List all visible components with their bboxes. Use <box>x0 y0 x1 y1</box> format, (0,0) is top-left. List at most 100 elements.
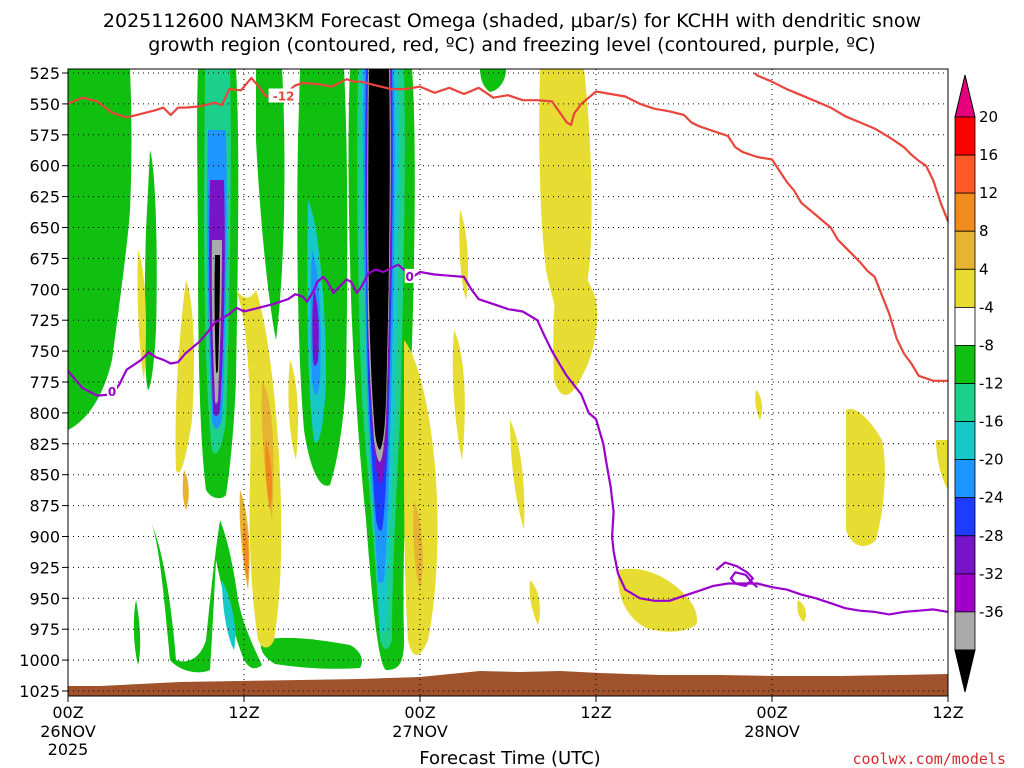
colorbar-legend: 20 16 12 8 4 -4 -8 -12 -16 -20 -24 -28 -32 -36 <box>954 74 1004 693</box>
contour-line-2 <box>67 263 949 616</box>
omega-shade-gold-4 <box>182 470 189 510</box>
omega-shade-black-col-6 <box>368 69 390 450</box>
y-tick-label-725: 725 <box>29 311 60 330</box>
contour-label-bg-0 <box>268 88 299 103</box>
colorbar-segment-11 <box>954 535 976 575</box>
x-tick-label-0: 00Z <box>52 703 83 722</box>
y-tick-label-625: 625 <box>29 188 60 207</box>
omega-shade-green-col-4 <box>256 69 285 340</box>
omega-shade-yellow-5 <box>404 340 438 655</box>
x-tick-label-60: 12Z <box>932 703 963 722</box>
colorbar-segment-0 <box>954 116 976 156</box>
contour-label-bg-1 <box>107 383 117 398</box>
y-tick-label-675: 675 <box>29 249 60 268</box>
omega-shade-yellow-8 <box>510 420 525 530</box>
colorbar-label-4: 4 <box>979 260 989 278</box>
colorbar-segment-1 <box>954 154 976 194</box>
colorbar-segment-3 <box>954 230 976 270</box>
y-tick-label-800: 800 <box>29 404 60 423</box>
contour-labels: -12 0 0 <box>107 88 415 399</box>
x-axis-label: Forecast Time (UTC) <box>419 748 600 768</box>
omega-shade-yellow-4 <box>288 360 298 460</box>
credit-text: coolwx.com/models <box>852 750 1006 768</box>
omega-shade-green-top-right <box>480 69 506 92</box>
contour-label-2: 0 <box>406 270 414 284</box>
contour-label-0: -12 <box>273 89 295 103</box>
x-tick-label-24: 00Z <box>404 703 435 722</box>
pressure-gridlines <box>68 72 948 692</box>
omega-shade-yellow-3 <box>236 290 282 648</box>
x-date-label-28NOV: 28NOV <box>744 722 800 741</box>
x-tick-label-48: 00Z <box>756 703 787 722</box>
colorbar-segment-13 <box>954 611 976 651</box>
omega-shade-black-col-3 <box>214 255 220 373</box>
y-tick-label-950: 950 <box>29 589 60 608</box>
omega-shade-green-col-2 <box>144 150 157 390</box>
colorbar-segment-9 <box>954 459 976 499</box>
colorbar-label-3: 8 <box>979 222 989 240</box>
chart-title-line-2: growth region (contoured, red, ºC) and f… <box>148 34 875 56</box>
y-tick-label-775: 775 <box>29 373 60 392</box>
contour-label-1: 0 <box>108 385 116 399</box>
omega-shade-yellow-15 <box>529 580 540 625</box>
x-tick-label-36: 12Z <box>580 703 611 722</box>
omega-shade-yellow-6 <box>452 330 465 460</box>
omega-shade-yellow-10 <box>553 240 598 395</box>
omega-shade-yellow-12 <box>846 409 885 546</box>
y-tick-label-875: 875 <box>29 497 60 516</box>
colorbar-segment-5 <box>954 306 976 346</box>
omega-shade-green-left <box>68 69 132 430</box>
y-axis-ticks: 525 550 575 600 625 650 675 700 725 750 775 800 825 8… <box>19 64 68 701</box>
y-tick-label-825: 825 <box>29 435 60 454</box>
omega-shade-yellow-14 <box>797 600 806 622</box>
contour-line-0 <box>67 76 948 382</box>
chart-title-line-1: 2025112600 NAM3KM Forecast Omega (shaded… <box>103 10 921 32</box>
y-tick-label-525: 525 <box>29 64 60 83</box>
terrain-ground <box>68 671 948 696</box>
x-date-label-27NOV: 27NOV <box>392 722 448 741</box>
colorbar-label-0: 20 <box>979 108 998 126</box>
omega-shade-yellow-1 <box>137 250 146 380</box>
colorbar-label-6: -8 <box>979 336 994 354</box>
x-axis-ticks: 00Z 12Z 00Z 12Z 00Z 12Z 26NOV 27NOV 28NOV 2025 <box>40 696 964 759</box>
contour-line-3 <box>715 561 759 589</box>
colorbar-label-8: -16 <box>979 413 1004 431</box>
contour-label-bg-2 <box>404 268 415 283</box>
x-tick-label-12: 12Z <box>228 703 259 722</box>
colorbar-label-2: 12 <box>979 184 998 202</box>
contour-lines <box>67 72 950 616</box>
colorbar-segment-6 <box>954 344 976 384</box>
colorbar-segment-2 <box>954 192 976 232</box>
x-date-label-26NOV: 26NOV <box>40 722 96 741</box>
y-tick-label-575: 575 <box>29 126 60 145</box>
colorbar-label-1: 16 <box>979 146 998 164</box>
colorbar-segment-8 <box>954 421 976 461</box>
omega-shade-green-bottom-1 <box>150 520 262 673</box>
colorbar-label-11: -28 <box>979 527 1004 545</box>
omega-shade-green-bottom-2 <box>260 637 362 669</box>
y-tick-label-1025: 1025 <box>19 682 60 701</box>
y-tick-label-1000: 1000 <box>19 651 60 670</box>
colorbar-label-5: -4 <box>979 298 994 316</box>
colorbar-top-arrow <box>954 74 976 118</box>
y-tick-label-600: 600 <box>29 157 60 176</box>
y-tick-label-925: 925 <box>29 558 60 577</box>
omega-shade-yellow-2 <box>175 280 194 473</box>
omega-shade-cyan-bottom <box>222 580 236 650</box>
omega-shade-yellow-7 <box>459 210 468 300</box>
omega-shade-green-bottom-3 <box>133 600 141 665</box>
colorbar-segment-12 <box>954 573 976 613</box>
x-year-label: 2025 <box>48 740 89 759</box>
omega-shade-gold-3 <box>413 500 423 590</box>
y-tick-label-700: 700 <box>29 280 60 299</box>
colorbar-label-7: -12 <box>979 375 1004 393</box>
omega-shade-yellow-16 <box>755 390 763 420</box>
colorbar-segment-10 <box>954 497 976 537</box>
colorbar-segment-7 <box>954 383 976 422</box>
y-tick-label-550: 550 <box>29 95 60 114</box>
omega-shading <box>68 69 948 696</box>
colorbar-segment-4 <box>954 268 976 308</box>
y-tick-label-650: 650 <box>29 219 60 238</box>
y-tick-label-850: 850 <box>29 466 60 485</box>
